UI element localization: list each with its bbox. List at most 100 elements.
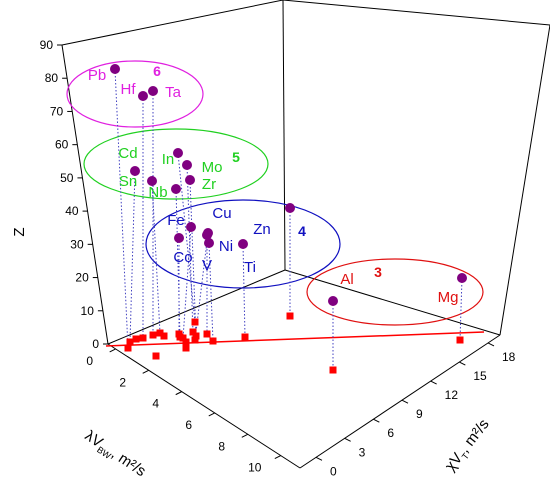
point-label-cu: Cu xyxy=(212,205,231,222)
point-labels: Pb Hf Ta Cd In Sn Mo Nb Zr Fe Cu Zn Co Ni V Ti Al Mg xyxy=(88,67,459,306)
drop-line-mg xyxy=(459,277,463,341)
x-tick-label: 10 xyxy=(248,461,262,475)
group-ellipse-3 xyxy=(306,258,484,326)
z-tick-label: 0 xyxy=(92,337,99,351)
top-right-edge xyxy=(282,0,550,26)
y-tick-label: 18 xyxy=(502,350,516,364)
y-axis-title: χVT, m²/s xyxy=(442,416,494,476)
drop-line-cd xyxy=(129,170,136,343)
point-label-mo: Mo xyxy=(202,159,223,176)
floor-point-extra xyxy=(182,344,190,352)
floor-point-extra xyxy=(152,352,160,360)
y-tick xyxy=(430,380,437,385)
x-tick xyxy=(175,391,182,396)
z-tick-label: 80 xyxy=(45,71,59,85)
back-vertical-edge xyxy=(282,0,286,271)
point-label-zr: Zr xyxy=(202,176,216,193)
x-axis: 0 2 4 6 8 10 λVBW, m²/s xyxy=(81,348,282,482)
point-label-in: In xyxy=(162,151,175,168)
floor-right-edge xyxy=(284,269,501,336)
x-tick-label: 4 xyxy=(152,397,159,411)
y-tick-label: 3 xyxy=(359,445,366,459)
z-axis: 0 10 20 30 40 50 60 70 80 90 Z xyxy=(11,38,108,351)
floor-point-v xyxy=(203,330,211,338)
drop-line-ti xyxy=(242,243,246,338)
floor-point-cd xyxy=(126,338,134,346)
y-tick-label: 0 xyxy=(330,464,337,478)
point-label-mg: Mg xyxy=(438,289,459,306)
drop-line-pb xyxy=(114,68,129,349)
point-hf xyxy=(138,91,148,101)
floor-point-extra xyxy=(132,335,140,343)
top-back-edge xyxy=(61,0,284,46)
floor-point-extra xyxy=(182,338,190,346)
x-tick xyxy=(142,369,149,374)
z-tick-label: 70 xyxy=(50,104,64,118)
x-tick xyxy=(274,455,282,460)
point-al xyxy=(328,296,338,306)
x-tick-label: 2 xyxy=(119,375,126,389)
drop-lines xyxy=(114,68,463,370)
drop-line-zr xyxy=(189,179,197,337)
right-vertical-edge xyxy=(499,24,550,336)
x-axis-title: λVBW, m²/s xyxy=(81,427,149,482)
drop-line-ni xyxy=(208,242,214,342)
floor-point-co xyxy=(175,330,183,338)
y-tick xyxy=(401,399,409,404)
y-axis-title-unit: , m²/s xyxy=(456,416,492,456)
floor-fit-line xyxy=(105,331,485,347)
point-v xyxy=(202,230,212,240)
y-tick-label: 9 xyxy=(416,407,423,421)
point-zn xyxy=(285,203,295,213)
point-mg xyxy=(457,273,467,283)
y-tick xyxy=(459,361,466,366)
floor-point-mg xyxy=(456,336,464,344)
floor-point-sn xyxy=(156,329,164,337)
point-label-v: V xyxy=(202,257,212,274)
z-tick-label: 10 xyxy=(81,304,95,318)
point-label-ti: Ti xyxy=(244,259,256,276)
group-ellipses: 6 5 4 3 xyxy=(66,60,484,326)
floor-point-zr xyxy=(192,332,200,340)
drop-line-cu xyxy=(194,232,209,341)
y-tick xyxy=(487,342,495,347)
y-axis: 0 3 6 9 12 15 18 χVT, m²/s xyxy=(315,342,516,478)
y-tick xyxy=(315,456,323,461)
point-label-sn: Sn xyxy=(119,173,137,190)
point-cd xyxy=(130,166,140,176)
floor-point-hf xyxy=(139,334,147,342)
y-axis-title-sub: T xyxy=(460,451,472,462)
point-ta xyxy=(148,86,158,96)
point-ni xyxy=(204,238,214,248)
point-label-zn: Zn xyxy=(253,221,271,238)
point-label-hf: Hf xyxy=(121,81,137,98)
z-tick-label: 50 xyxy=(60,171,74,185)
z-tick-label: 90 xyxy=(40,38,54,52)
floor-point-in xyxy=(191,318,199,326)
point-label-ni: Ni xyxy=(219,238,233,255)
group-number-4: 4 xyxy=(298,223,306,239)
point-label-fe: Fe xyxy=(167,212,185,229)
x-tick-label: 8 xyxy=(218,439,225,453)
z-axis-line xyxy=(61,44,109,345)
point-fe xyxy=(186,222,196,232)
group-number-5: 5 xyxy=(232,149,240,165)
x-tick-label: 6 xyxy=(185,418,192,432)
point-co xyxy=(174,233,184,243)
point-sn xyxy=(147,176,157,186)
x-tick xyxy=(109,348,116,353)
plot-box xyxy=(61,0,550,469)
point-zr xyxy=(185,175,195,185)
floor-point-mo xyxy=(189,328,197,336)
point-mo xyxy=(182,160,192,170)
y-tick xyxy=(373,418,380,423)
group-ellipse-4 xyxy=(145,199,341,289)
floor-point-extra xyxy=(160,332,168,340)
z-tick-label: 40 xyxy=(65,204,79,218)
floor-point-cu xyxy=(191,336,199,344)
point-pb xyxy=(110,64,120,74)
floor-projections xyxy=(124,312,464,374)
z-tick-label: 60 xyxy=(55,138,69,152)
point-label-al: Al xyxy=(340,271,353,288)
point-label-nb: Nb xyxy=(148,184,167,201)
